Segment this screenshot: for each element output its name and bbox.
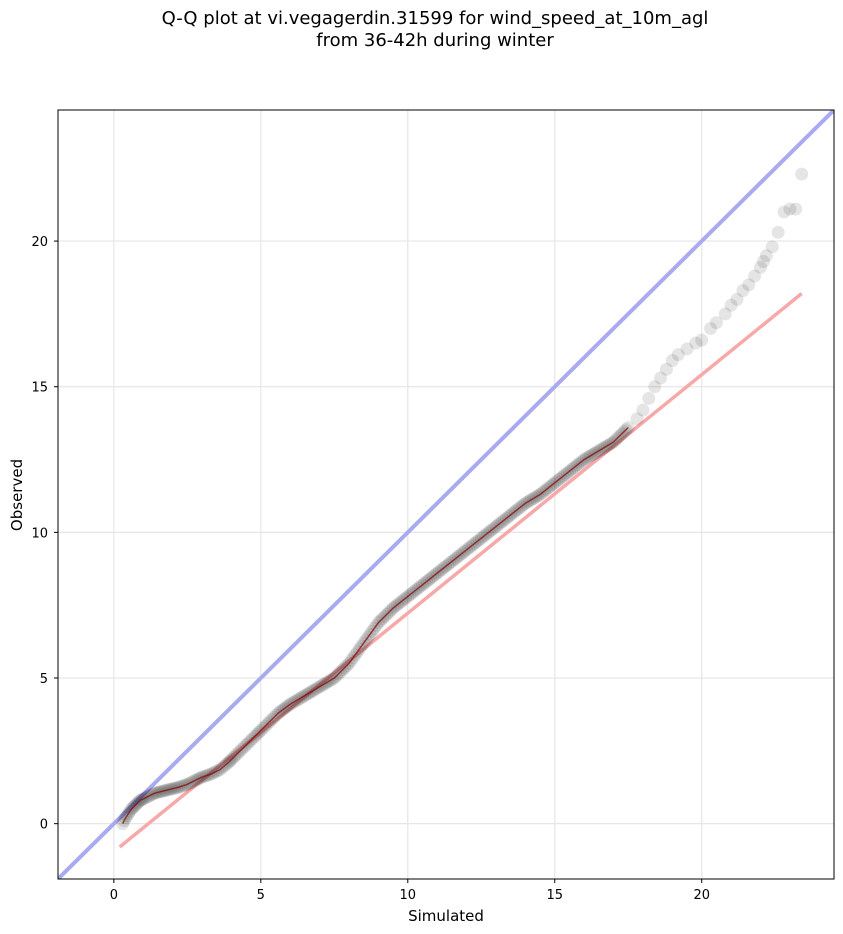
quantile-point <box>730 292 744 306</box>
y-tick-label: 10 <box>31 526 48 541</box>
x-tick-label: 0 <box>110 888 118 903</box>
quantile-point <box>748 269 762 283</box>
y-axis-label: Observed <box>8 459 26 531</box>
y-tick-label: 5 <box>40 672 48 687</box>
x-tick-label: 15 <box>546 888 563 903</box>
chart-title: Q-Q plot at vi.vegagerdin.31599 for wind… <box>0 8 843 52</box>
quantile-point <box>709 316 723 330</box>
x-axis-label: Simulated <box>408 907 484 925</box>
grid-lines <box>58 110 834 879</box>
x-tick-label: 20 <box>693 888 710 903</box>
y-axis: 0 5 10 15 20 <box>31 235 58 833</box>
x-tick-label: 10 <box>400 888 417 903</box>
quantile-point <box>736 284 750 298</box>
y-tick-label: 15 <box>31 381 48 396</box>
x-tick-label: 5 <box>257 888 265 903</box>
quantile-point <box>654 371 668 385</box>
quantile-point <box>724 298 738 312</box>
quantile-point <box>680 342 694 356</box>
quantile-point <box>116 817 130 831</box>
y-tick-label: 20 <box>31 235 48 250</box>
quantile-point <box>777 205 791 219</box>
quantile-point <box>642 391 656 405</box>
quantile-point <box>742 278 756 292</box>
quantile-point <box>689 336 703 350</box>
plot-area <box>58 110 834 879</box>
quantile-point <box>665 354 679 368</box>
quantile-point <box>648 380 662 394</box>
quantile-point <box>659 362 673 376</box>
quantile-point <box>783 202 797 216</box>
quantile-point <box>630 412 644 426</box>
fit-line <box>118 292 803 849</box>
quantile-point <box>789 202 803 216</box>
x-axis: 0 5 10 15 20 <box>110 879 710 903</box>
chart-title-line-2: from 36-42h during winter <box>316 30 554 51</box>
quantile-point <box>671 348 685 362</box>
quantile-point <box>718 307 732 321</box>
quantile-point <box>756 254 770 268</box>
plot-frame <box>57 109 835 880</box>
identity-line <box>58 110 834 879</box>
local-trend-line <box>121 426 629 824</box>
y-tick-label: 0 <box>40 818 48 833</box>
quantile-point <box>771 225 785 239</box>
quantile-point <box>765 240 779 254</box>
quantile-point <box>636 403 650 417</box>
quantile-point <box>704 321 718 335</box>
quantile-point <box>695 333 709 347</box>
quantile-point <box>754 260 768 274</box>
chart-title-line-1: Q-Q plot at vi.vegagerdin.31599 for wind… <box>161 8 709 29</box>
quantile-point <box>795 167 809 181</box>
quantile-point <box>759 249 773 263</box>
